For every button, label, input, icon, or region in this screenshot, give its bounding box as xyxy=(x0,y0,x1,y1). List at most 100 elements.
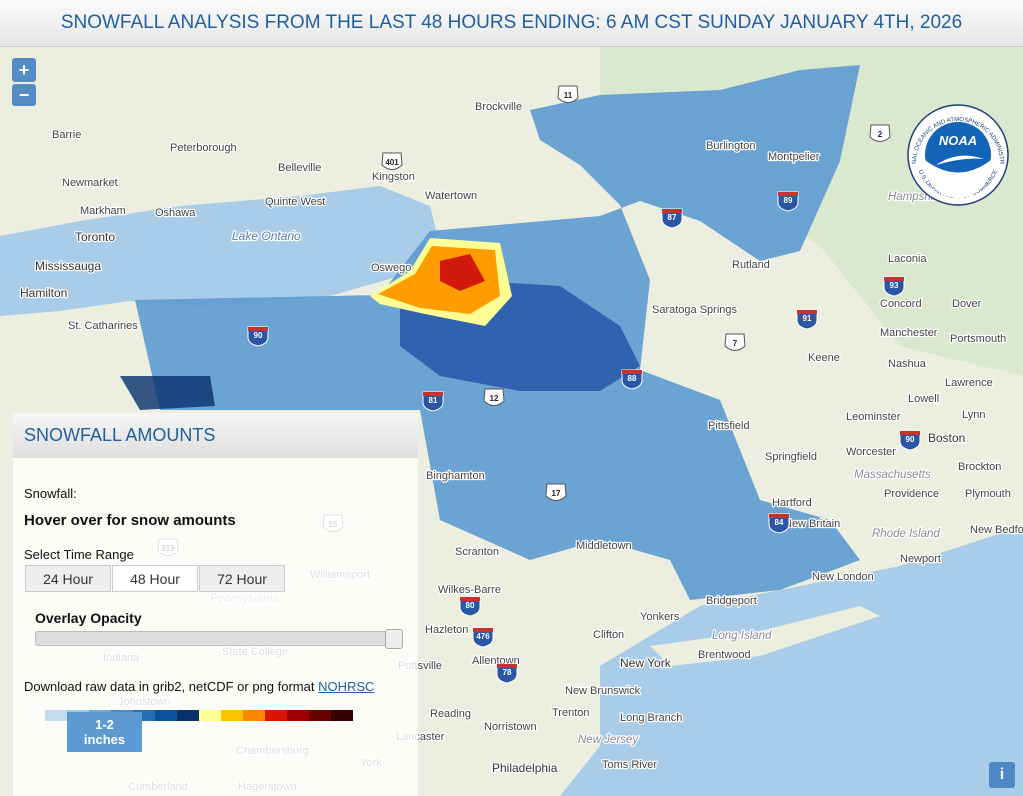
place-label: Long Branch xyxy=(620,712,682,724)
us-route-shield: 401 xyxy=(381,152,403,170)
shield-number: 87 xyxy=(668,213,677,222)
opacity-label: Overlay Opacity xyxy=(35,610,142,626)
shield-shape xyxy=(381,152,403,170)
shield-number: 7 xyxy=(733,339,738,348)
interstate-shield: 90 xyxy=(247,326,269,347)
shield-shape xyxy=(483,388,505,406)
place-label: Lynn xyxy=(962,409,985,421)
shield-number: 78 xyxy=(503,668,512,677)
us-route-shield: 11 xyxy=(557,85,579,103)
place-label: Nashua xyxy=(888,358,927,370)
shield-number: 476 xyxy=(476,632,490,641)
shield-top xyxy=(248,327,268,331)
shield-shape xyxy=(422,391,444,412)
shield-top xyxy=(622,370,642,374)
place-label: Lake Ontario xyxy=(232,229,301,243)
place-label: Plymouth xyxy=(965,488,1011,500)
noaa-logo: NATIONAL OCEANIC AND ATMOSPHERIC ADMINIS… xyxy=(907,104,1009,206)
place-label: Rhode Island xyxy=(872,528,940,540)
shield-number: 91 xyxy=(803,314,812,323)
place-label: Binghamton xyxy=(426,470,485,482)
place-label: Hamilton xyxy=(20,286,67,300)
shield-top xyxy=(900,431,920,435)
shield-shape xyxy=(459,596,481,617)
place-label: Lawrence xyxy=(945,377,993,389)
place-label: Newport xyxy=(900,553,941,565)
place-label: Springfield xyxy=(765,451,817,463)
opacity-slider[interactable] xyxy=(35,629,403,649)
shield-number: 11 xyxy=(564,91,573,100)
place-label: Clifton xyxy=(593,629,624,641)
legend-swatch xyxy=(199,710,221,721)
shield-shape xyxy=(777,191,799,212)
place-label: New York xyxy=(620,656,672,670)
interstate-shield: 81 xyxy=(422,391,444,412)
legend-swatch xyxy=(265,710,287,721)
place-label: Montpelier xyxy=(768,151,820,163)
shield-number: 17 xyxy=(552,489,561,498)
shield-top xyxy=(662,209,682,213)
zoom-in[interactable]: + xyxy=(12,58,36,82)
interstate-shield: 88 xyxy=(621,369,643,390)
place-label: Brentwood xyxy=(698,649,751,661)
place-label: Toronto xyxy=(75,230,115,244)
time-range-button[interactable]: 48 Hour xyxy=(112,565,198,592)
time-range-button[interactable]: 24 Hour xyxy=(25,565,111,592)
place-label: New London xyxy=(812,571,874,583)
time-range-button[interactable]: 72 Hour xyxy=(199,565,285,592)
shield-shape xyxy=(883,276,905,297)
place-label: St. Catharines xyxy=(68,320,138,332)
legend-swatch xyxy=(177,710,199,721)
place-label: Markham xyxy=(80,205,126,217)
shield-top xyxy=(460,597,480,601)
place-label: Burlington xyxy=(706,140,756,152)
shield-top xyxy=(473,628,493,632)
interstate-shield: 91 xyxy=(796,309,818,330)
interstate-shield: 78 xyxy=(496,663,518,684)
place-label: Oshawa xyxy=(155,207,196,219)
shield-shape xyxy=(768,513,790,534)
download-text: Download raw data in grib2, netCDF or pn… xyxy=(24,679,315,694)
place-label: Saratoga Springs xyxy=(652,304,737,316)
snowfall-label: Snowfall: xyxy=(24,486,77,501)
shield-shape xyxy=(899,430,921,451)
place-label: Brockton xyxy=(958,461,1001,473)
shield-top xyxy=(884,277,904,281)
place-label: Dover xyxy=(952,298,982,310)
shield-top xyxy=(497,664,517,668)
place-label: Watertown xyxy=(425,190,477,202)
place-label: Kingston xyxy=(372,171,415,183)
place-label: Peterborough xyxy=(170,142,237,154)
shield-shape xyxy=(621,369,643,390)
place-label: Lowell xyxy=(908,393,939,405)
place-label: Norristown xyxy=(484,721,537,733)
place-label: Oswego xyxy=(371,262,411,274)
logo-name: NOAA xyxy=(939,133,977,148)
place-label: Providence xyxy=(884,488,939,500)
place-label: Hartford xyxy=(772,497,812,509)
us-route-shield: 12 xyxy=(483,388,505,406)
place-label: Scranton xyxy=(455,546,499,558)
legend-swatch xyxy=(331,710,353,721)
legend-swatch xyxy=(45,710,67,721)
interstate-shield: 84 xyxy=(768,513,790,534)
legend-swatch xyxy=(243,710,265,721)
place-label: Trenton xyxy=(552,707,590,719)
legend-tooltip: 1-2 inches xyxy=(67,712,142,752)
interstate-shield: 90 xyxy=(899,430,921,451)
place-label: Laconia xyxy=(888,253,927,265)
shield-top xyxy=(769,514,789,518)
place-label: Toms River xyxy=(602,759,657,771)
place-label: Reading xyxy=(430,708,471,720)
interstate-shield: 89 xyxy=(777,191,799,212)
place-label: Concord xyxy=(880,298,922,310)
shield-number: 90 xyxy=(906,435,915,444)
legend-swatch xyxy=(287,710,309,721)
shield-shape xyxy=(472,627,494,648)
info-button[interactable]: i xyxy=(989,762,1015,788)
us-route-shield: 7 xyxy=(724,333,746,351)
zoom-out[interactable]: − xyxy=(12,84,36,106)
us-route-shield: 2 xyxy=(869,124,891,142)
interstate-shield: 476 xyxy=(472,627,494,648)
download-link[interactable]: NOHRSC xyxy=(318,679,375,694)
